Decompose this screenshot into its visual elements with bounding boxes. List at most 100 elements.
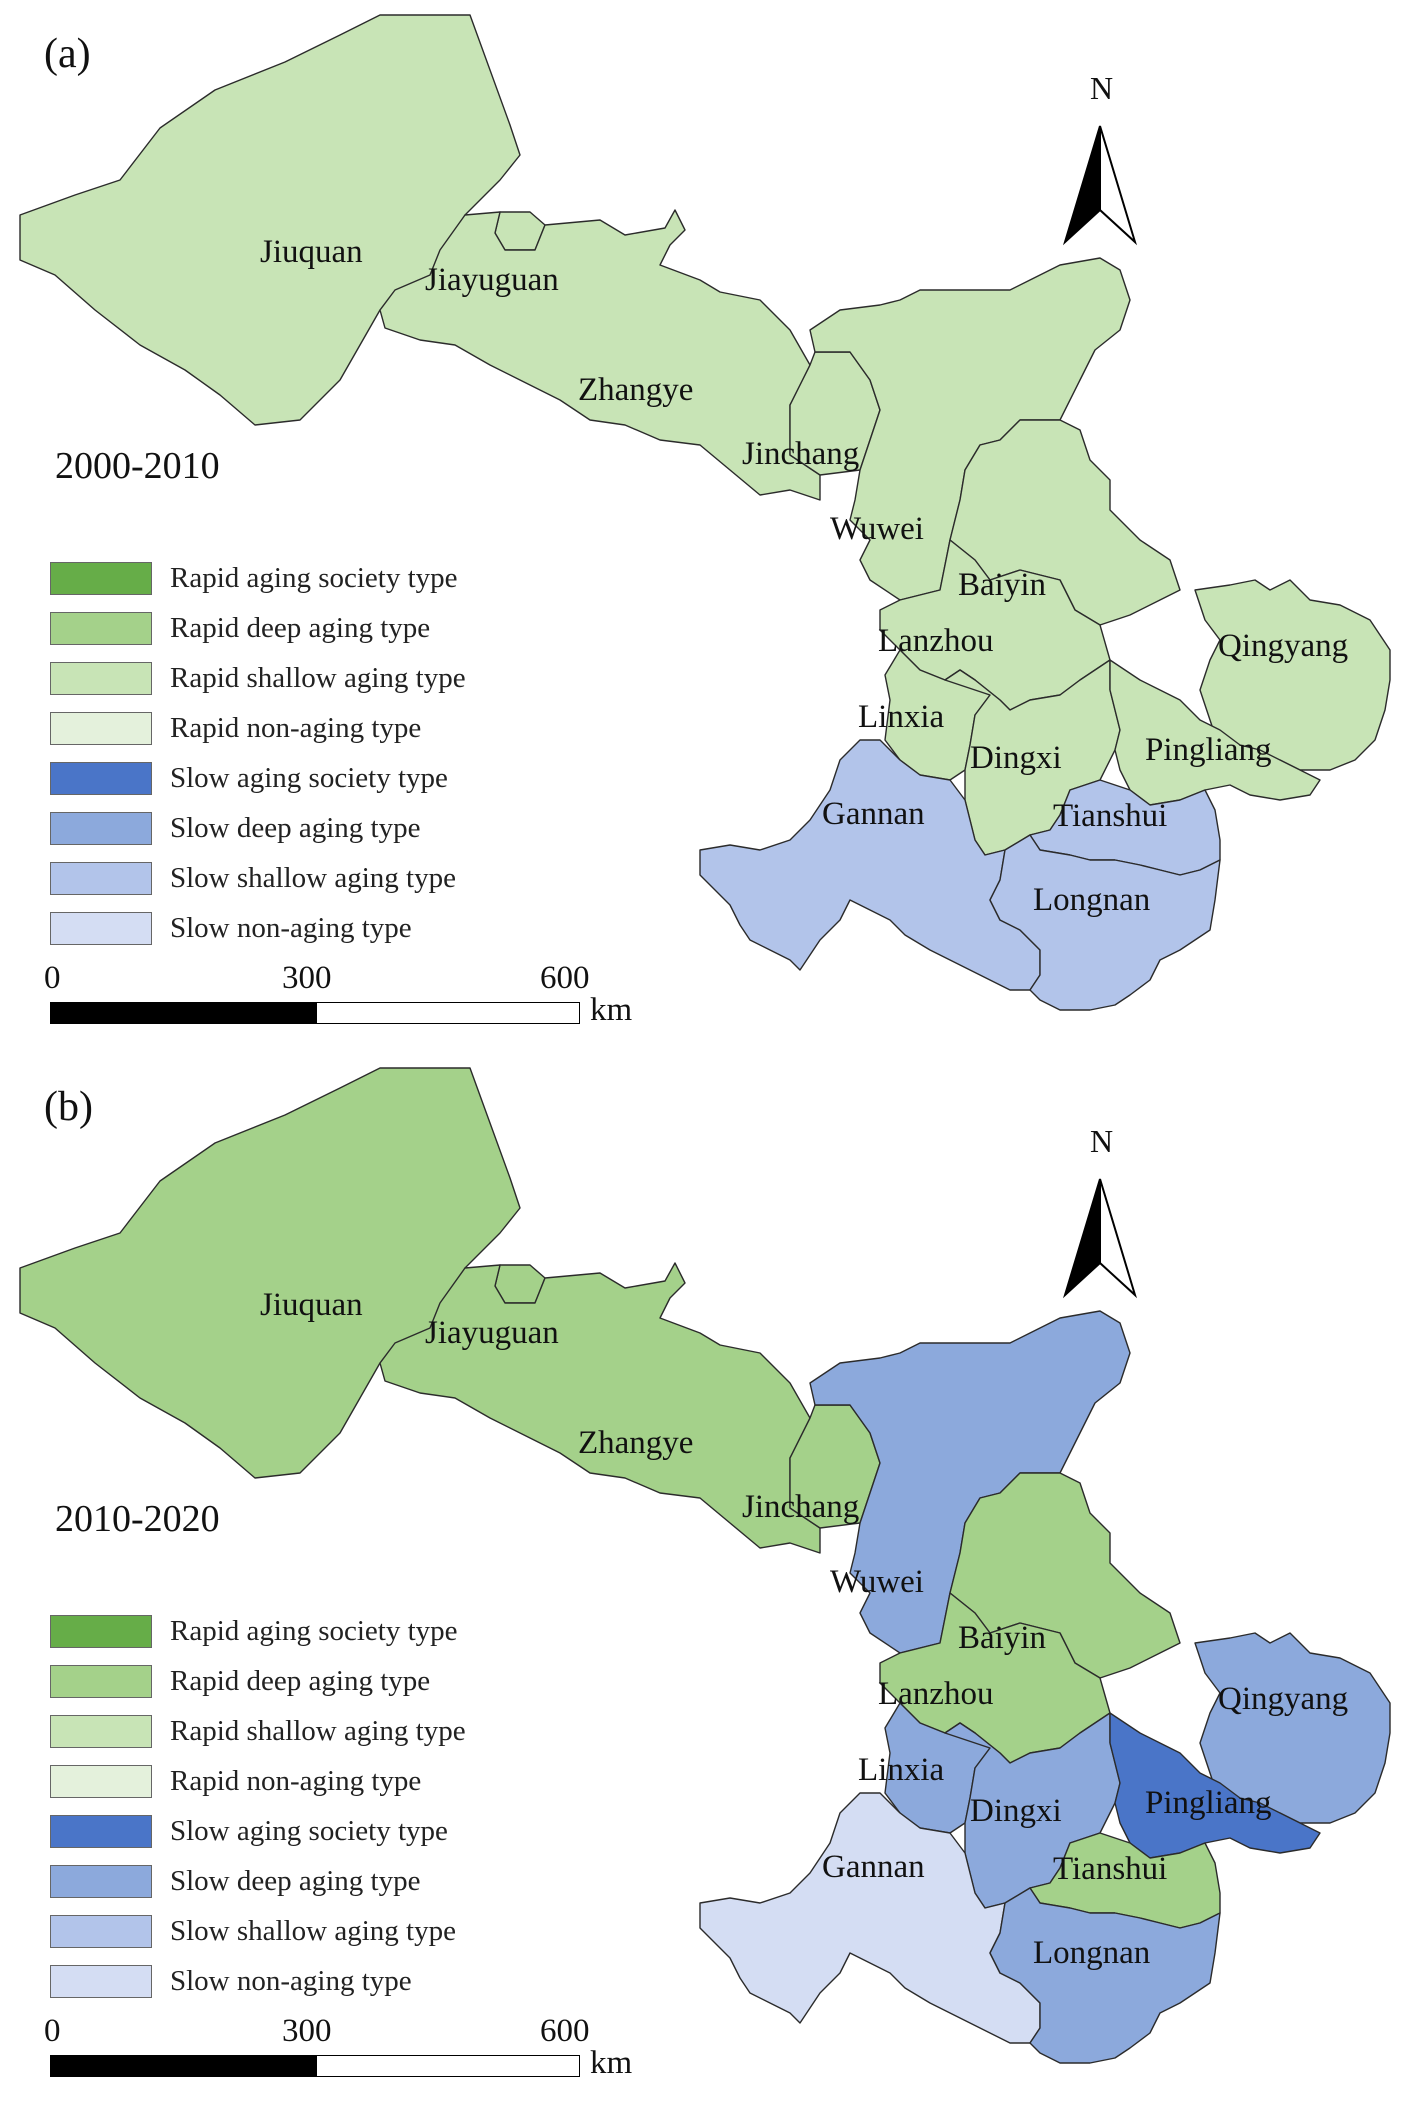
legend-swatch bbox=[50, 1814, 152, 1848]
city-label-wuwei: Wuwei bbox=[830, 511, 924, 547]
city-label-jinchang: Jinchang bbox=[742, 1489, 859, 1525]
legend-swatch bbox=[50, 711, 152, 745]
city-label-gannan: Gannan bbox=[822, 796, 925, 832]
legend-label: Slow shallow aging type bbox=[170, 861, 456, 894]
legend-item-rapid-shallow-aging-type: Rapid shallow aging type bbox=[50, 1706, 466, 1756]
region-qingyang bbox=[1194, 1632, 1391, 1824]
legend-swatch bbox=[50, 1714, 152, 1748]
legend-item-rapid-non-aging-type: Rapid non-aging type bbox=[50, 1756, 466, 1806]
legend: Rapid aging society type Rapid deep aging… bbox=[50, 1606, 466, 2006]
scale-bar-white bbox=[316, 2055, 580, 2077]
legend-label: Slow non-aging type bbox=[170, 1964, 412, 1997]
legend-swatch bbox=[50, 1664, 152, 1698]
legend-item-rapid-aging-society-type: Rapid aging society type bbox=[50, 553, 466, 603]
legend-label: Slow aging society type bbox=[170, 761, 448, 794]
legend-swatch bbox=[50, 661, 152, 695]
legend-item-slow-deep-aging-type: Slow deep aging type bbox=[50, 1856, 466, 1906]
scale-tick-600: 600 bbox=[540, 960, 590, 996]
city-label-tianshui: Tianshui bbox=[1053, 798, 1167, 834]
scale-unit: km bbox=[590, 2045, 633, 2081]
city-label-dingxi: Dingxi bbox=[970, 740, 1062, 776]
legend: Rapid aging society type Rapid deep aging… bbox=[50, 553, 466, 953]
scale-tick-600: 600 bbox=[540, 2013, 590, 2049]
city-label-jiayuguan: Jiayuguan bbox=[425, 1315, 559, 1351]
city-label-jiuquan: Jiuquan bbox=[260, 1287, 363, 1323]
legend-item-slow-non-aging-type: Slow non-aging type bbox=[50, 1956, 466, 2006]
city-label-baiyin: Baiyin bbox=[958, 1620, 1046, 1656]
city-label-lanzhou: Lanzhou bbox=[878, 623, 993, 659]
panel-label: (b) bbox=[44, 1084, 93, 1130]
scale-tick-300: 300 bbox=[282, 2013, 332, 2049]
legend-label: Rapid shallow aging type bbox=[170, 1714, 466, 1747]
map-canvas: Jiuquan Jiayuguan Zhangye Jinchang Wuwei Baiy… bbox=[19, 14, 1391, 1011]
legend-swatch bbox=[50, 861, 152, 895]
north-arrow-icon: N bbox=[1055, 1123, 1145, 1303]
city-label-linxia: Linxia bbox=[858, 1752, 944, 1788]
city-label-jiayuguan: Jiayuguan bbox=[425, 262, 559, 298]
legend-label: Rapid deep aging type bbox=[170, 611, 431, 644]
region-jiuquan bbox=[19, 14, 521, 426]
legend-label: Slow non-aging type bbox=[170, 911, 412, 944]
map-panel-b: Jiuquan Jiayuguan Zhangye Jinchang Wuwei Baiy… bbox=[0, 1053, 1418, 2106]
legend-swatch bbox=[50, 1614, 152, 1648]
legend-label: Rapid shallow aging type bbox=[170, 661, 466, 694]
legend-label: Rapid non-aging type bbox=[170, 1764, 422, 1797]
legend-item-rapid-shallow-aging-type: Rapid shallow aging type bbox=[50, 653, 466, 703]
city-label-pingliang: Pingliang bbox=[1145, 1785, 1272, 1821]
region-pingliang bbox=[1109, 659, 1321, 806]
legend-label: Rapid aging society type bbox=[170, 1614, 458, 1647]
legend-swatch bbox=[50, 611, 152, 645]
city-label-wuwei: Wuwei bbox=[830, 1564, 924, 1600]
legend-swatch bbox=[50, 1914, 152, 1948]
legend-swatch bbox=[50, 911, 152, 945]
legend-swatch bbox=[50, 1964, 152, 1998]
legend-label: Rapid deep aging type bbox=[170, 1664, 431, 1697]
period-label: 2000-2010 bbox=[55, 445, 220, 487]
city-label-gannan: Gannan bbox=[822, 1849, 925, 1885]
city-label-qingyang: Qingyang bbox=[1218, 628, 1348, 664]
region-wuwei bbox=[809, 257, 1131, 601]
legend-item-rapid-non-aging-type: Rapid non-aging type bbox=[50, 703, 466, 753]
scale-tick-0: 0 bbox=[44, 960, 61, 996]
legend-label: Slow deep aging type bbox=[170, 1864, 421, 1897]
legend-swatch bbox=[50, 761, 152, 795]
legend-label: Slow aging society type bbox=[170, 1814, 448, 1847]
region-longnan bbox=[989, 834, 1221, 1011]
legend-label: Rapid aging society type bbox=[170, 561, 458, 594]
city-label-tianshui: Tianshui bbox=[1053, 1851, 1167, 1887]
legend-item-slow-shallow-aging-type: Slow shallow aging type bbox=[50, 853, 466, 903]
legend-swatch bbox=[50, 561, 152, 595]
legend-swatch bbox=[50, 811, 152, 845]
scale-bar-black bbox=[50, 2055, 316, 2077]
scale-unit: km bbox=[590, 992, 633, 1028]
legend-swatch bbox=[50, 1764, 152, 1798]
region-jiuquan bbox=[19, 1067, 521, 1479]
city-label-baiyin: Baiyin bbox=[958, 567, 1046, 603]
scale-tick-300: 300 bbox=[282, 960, 332, 996]
region-wuwei bbox=[809, 1310, 1131, 1654]
region-qingyang bbox=[1194, 579, 1391, 771]
scale-bar: 0 300 600 km bbox=[44, 2013, 650, 2083]
city-label-pingliang: Pingliang bbox=[1145, 732, 1272, 768]
scale-bar: 0 300 600 km bbox=[44, 960, 650, 1030]
map-panel-a: Jiuquan Jiayuguan Zhangye Jinchang Wuwei Baiy… bbox=[19, 14, 1391, 1030]
city-label-zhangye: Zhangye bbox=[578, 372, 693, 408]
north-label: N bbox=[1090, 70, 1114, 106]
legend-swatch bbox=[50, 1864, 152, 1898]
city-label-qingyang: Qingyang bbox=[1218, 1681, 1348, 1717]
legend-label: Slow shallow aging type bbox=[170, 1914, 456, 1947]
city-label-lanzhou: Lanzhou bbox=[878, 1676, 993, 1712]
scale-bar-black bbox=[50, 1002, 316, 1024]
legend-item-slow-shallow-aging-type: Slow shallow aging type bbox=[50, 1906, 466, 1956]
city-label-longnan: Longnan bbox=[1033, 1935, 1150, 1971]
period-label: 2010-2020 bbox=[55, 1498, 220, 1540]
legend-item-slow-aging-society-type: Slow aging society type bbox=[50, 1806, 466, 1856]
scale-bar-white bbox=[316, 1002, 580, 1024]
panel-label: (a) bbox=[44, 31, 91, 77]
city-label-zhangye: Zhangye bbox=[578, 1425, 693, 1461]
legend-item-rapid-deep-aging-type: Rapid deep aging type bbox=[50, 1656, 466, 1706]
city-label-jinchang: Jinchang bbox=[742, 436, 859, 472]
legend-item-rapid-deep-aging-type: Rapid deep aging type bbox=[50, 603, 466, 653]
region-pingliang bbox=[1109, 1712, 1321, 1859]
north-label: N bbox=[1090, 1123, 1114, 1159]
